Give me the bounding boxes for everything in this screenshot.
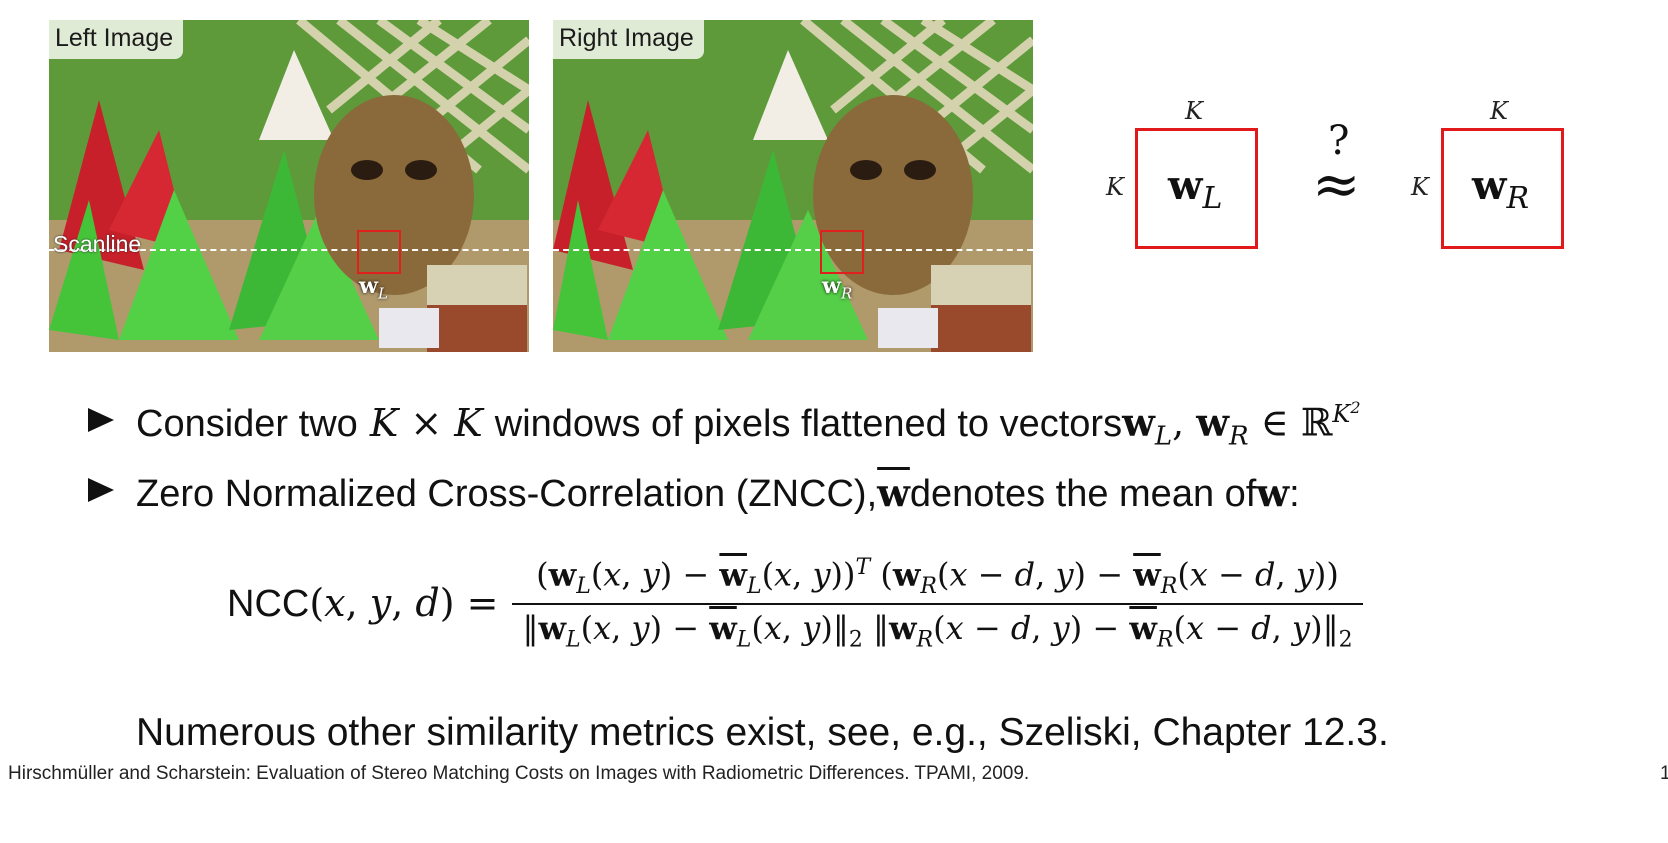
right-image-scene (553, 20, 1033, 352)
left-box-top-k: K (1185, 97, 1203, 125)
right-vector-label: wR (1472, 162, 1530, 216)
left-vector-label: wL (1168, 162, 1223, 216)
citation-footer: Hirschmüller and Scharstein: Evaluation … (8, 763, 1030, 784)
ncc-denominator: ‖wL(x, y) − wL(x, y)‖2 ‖wR(x − d, y) − w… (512, 603, 1363, 652)
left-window-label: wL (359, 273, 388, 303)
bullet-triangle-icon (88, 407, 114, 432)
bullet-zncc-vector-symbol: w (1256, 470, 1290, 515)
bullet-windows-text-start: Consider two (136, 402, 358, 445)
right-window-label: wR (822, 273, 853, 303)
right-image-label: Right Image (553, 20, 704, 59)
bullet-windows-text-mid: windows of pixels flattened to vectors (494, 402, 1123, 445)
bullet-zncc: Zero Normalized Cross-Correlation (ZNCC)… (88, 470, 1300, 516)
right-window-box (820, 230, 864, 274)
bullet-zncc-text-mid: denotes the mean of (909, 473, 1257, 515)
bullet-triangle-icon (88, 478, 114, 502)
bullet-zncc-text-end: : (1289, 473, 1300, 515)
left-image-label: Left Image (49, 20, 184, 59)
scanline (49, 249, 529, 251)
bullet-zncc-mean-symbol: w (877, 470, 910, 515)
left-box-side-k: K (1106, 173, 1124, 201)
scanline-label: Scanline (53, 231, 142, 257)
bullet-windows: Consider two K × K windows of pixels fla… (88, 398, 1361, 451)
ncc-formula: NCC(x, y, d) = (wL(x, y) − wL(x, y))T (w… (227, 555, 1363, 652)
right-window-diagram-box (1441, 128, 1564, 249)
ncc-fraction: (wL(x, y) − wL(x, y))T (wR(x − d, y) − w… (512, 555, 1363, 652)
right-box-top-k: K (1490, 97, 1508, 125)
page-number: 1 (1660, 763, 1668, 784)
question-mark: ? (1328, 118, 1350, 164)
scanline (553, 249, 1033, 251)
left-image: wL Left Image Scanline (49, 20, 529, 352)
ncc-numerator: (wL(x, y) − wL(x, y))T (wR(x − d, y) − w… (536, 555, 1339, 600)
left-window-diagram-box (1135, 128, 1258, 249)
right-box-side-k: K (1411, 173, 1429, 201)
ncc-lhs: NCC(x, y, d) = (227, 581, 499, 626)
left-image-scene (49, 20, 529, 352)
bullet-windows-math-vectors: wL, wR ∈ ℝK2 (1122, 398, 1361, 452)
bullet-zncc-text-start: Zero Normalized Cross-Correlation (ZNCC)… (136, 473, 878, 515)
left-window-box (357, 230, 401, 274)
approx-symbol: ≈ (1312, 150, 1361, 218)
similarity-note: Numerous other similarity metrics exist,… (136, 711, 1389, 754)
right-image: wR Right Image (553, 20, 1033, 352)
bullet-windows-math-kxk: K × K (369, 400, 483, 445)
